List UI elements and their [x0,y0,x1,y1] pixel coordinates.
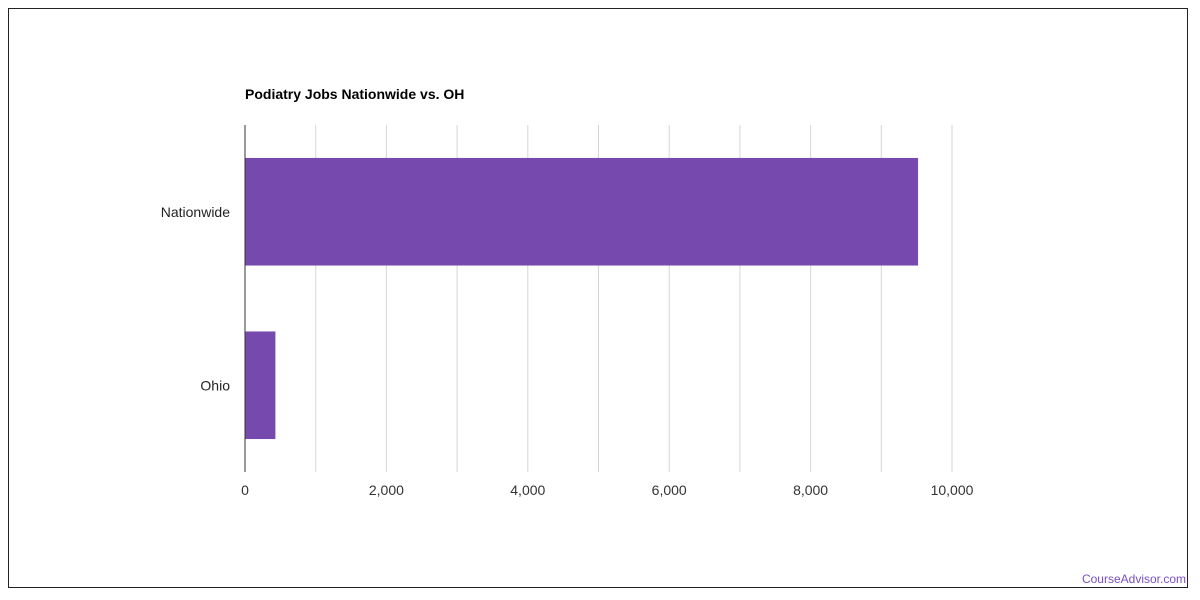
watermark-link[interactable]: CourseAdvisor.com [1081,572,1186,586]
chart-title: Podiatry Jobs Nationwide vs. OH [245,86,464,102]
x-tick-label: 10,000 [931,482,974,498]
labels: Nationwide Ohio 0 2,000 4,000 6,000 8,000 10,00… [161,204,974,498]
x-tick-label: 4,000 [510,482,545,498]
bar-ohio [245,331,276,440]
category-label: Nationwide [161,204,230,220]
bar-nationwide [245,157,919,266]
bars [245,157,919,440]
x-tick-label: 8,000 [793,482,828,498]
x-tick-label: 6,000 [652,482,687,498]
x-tick-label: 2,000 [369,482,404,498]
x-tick-label: 0 [241,482,249,498]
category-label: Ohio [200,377,230,393]
